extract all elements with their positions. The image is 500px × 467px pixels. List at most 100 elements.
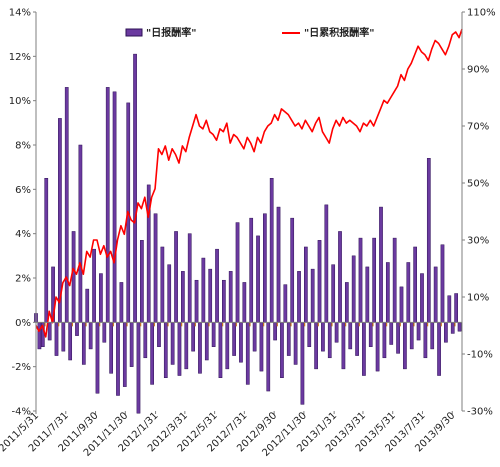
daily-return-bar xyxy=(457,322,462,332)
left-tick-label: -4% xyxy=(12,407,31,418)
daily-return-bar xyxy=(112,91,117,323)
daily-return-bar xyxy=(163,322,168,378)
daily-return-bar xyxy=(61,322,66,352)
daily-return-bar xyxy=(440,244,445,323)
daily-return-bar xyxy=(293,322,298,365)
daily-return-bar xyxy=(290,217,295,323)
daily-return-bar xyxy=(136,322,141,414)
daily-return-bar xyxy=(191,322,195,352)
daily-return-bar xyxy=(181,271,185,323)
right-tick-label: 10% xyxy=(467,293,489,304)
daily-return-bar xyxy=(160,246,165,323)
daily-return-bar-accent xyxy=(358,322,360,327)
left-tick-label: 10% xyxy=(9,96,31,107)
daily-return-bar xyxy=(95,322,100,394)
daily-return-bar-accent xyxy=(208,322,210,327)
daily-return-bar xyxy=(314,322,318,370)
daily-return-bar-accent xyxy=(44,322,46,327)
daily-return-bar xyxy=(269,178,274,323)
daily-return-bar xyxy=(109,322,114,374)
daily-return-bars xyxy=(34,53,462,414)
daily-return-bar xyxy=(399,286,404,323)
daily-return-bar xyxy=(170,322,175,365)
daily-return-bar xyxy=(324,204,329,323)
daily-return-bar xyxy=(71,231,76,323)
daily-return-bar-accent xyxy=(454,322,456,327)
legend-item-cumulative-return: "日累积报酬率" xyxy=(282,26,374,39)
daily-return-bar xyxy=(153,213,158,323)
daily-return-bar xyxy=(437,322,441,376)
legend-swatch-daily-return xyxy=(125,28,143,37)
daily-return-bar-accent xyxy=(386,322,388,327)
daily-return-bar xyxy=(187,233,192,323)
left-tick-label: -2% xyxy=(12,362,31,373)
daily-return-bar-accent xyxy=(235,322,237,327)
daily-return-bar-accent xyxy=(126,322,128,327)
daily-return-bar-accent xyxy=(399,322,401,327)
daily-return-bar xyxy=(273,322,277,341)
daily-return-bar xyxy=(280,322,284,378)
daily-return-bar xyxy=(78,144,83,323)
daily-return-bar xyxy=(184,322,189,370)
daily-return-bar-accent xyxy=(140,322,142,327)
daily-return-bar xyxy=(105,87,110,323)
left-tick-label: 8% xyxy=(15,141,31,152)
daily-return-bar xyxy=(341,322,346,370)
daily-return-bar xyxy=(85,288,90,323)
daily-return-bar xyxy=(211,322,216,347)
daily-return-bar xyxy=(368,322,373,347)
daily-return-bar xyxy=(403,322,407,370)
daily-return-bar xyxy=(338,231,342,323)
daily-return-bar xyxy=(215,248,219,323)
daily-return-bar xyxy=(426,158,431,323)
daily-return-bar xyxy=(327,322,332,359)
daily-return-bar xyxy=(304,246,308,323)
legend-label-cumulative-return: "日累积报酬率" xyxy=(304,26,374,39)
daily-return-bar xyxy=(447,295,452,323)
daily-return-bar xyxy=(420,273,424,323)
daily-return-bar-accent xyxy=(413,322,415,327)
left-tick-label: 12% xyxy=(9,52,31,63)
cumulative-return-line-layer xyxy=(35,28,463,338)
daily-return-bar xyxy=(375,322,380,372)
daily-return-bar-accent xyxy=(194,322,196,327)
daily-return-bar xyxy=(222,279,226,323)
right-tick-label: 50% xyxy=(467,179,489,190)
daily-return-bar xyxy=(174,231,178,323)
daily-return-bar xyxy=(44,178,49,323)
daily-return-bar xyxy=(392,237,397,323)
daily-return-bar xyxy=(235,222,240,323)
daily-return-bar xyxy=(444,322,448,343)
right-tick-label: 30% xyxy=(467,236,489,247)
daily-return-bar xyxy=(263,213,267,323)
daily-return-bar xyxy=(232,322,236,356)
daily-return-bar xyxy=(379,206,383,323)
daily-return-bar-accent xyxy=(153,322,155,327)
daily-return-bar xyxy=(310,268,315,323)
daily-return-bar xyxy=(88,322,93,350)
daily-return-bar xyxy=(430,322,435,350)
daily-return-bar xyxy=(406,262,411,323)
daily-return-bar xyxy=(317,240,322,323)
daily-return-bar xyxy=(218,322,223,378)
daily-return-bar xyxy=(321,322,325,352)
daily-return-bar-accent xyxy=(181,322,183,327)
daily-return-bar-accent xyxy=(317,322,319,327)
daily-return-bar xyxy=(382,322,387,359)
daily-return-bar xyxy=(54,322,59,356)
daily-return-bar-accent xyxy=(222,322,224,327)
right-tick-label: 110% xyxy=(467,8,496,19)
daily-return-bar-accent xyxy=(440,322,442,327)
daily-return-bar xyxy=(102,322,107,343)
daily-return-bar xyxy=(37,322,42,350)
daily-return-bar xyxy=(307,322,312,347)
daily-return-bar xyxy=(423,322,428,359)
left-tick-label: 2% xyxy=(15,274,31,285)
daily-return-bar xyxy=(245,322,250,385)
daily-return-bar xyxy=(365,266,370,323)
daily-return-bar xyxy=(225,322,230,370)
daily-return-bar xyxy=(344,282,349,323)
daily-return-bar xyxy=(143,322,148,359)
daily-return-bar xyxy=(92,248,96,323)
daily-return-bar xyxy=(239,322,243,363)
